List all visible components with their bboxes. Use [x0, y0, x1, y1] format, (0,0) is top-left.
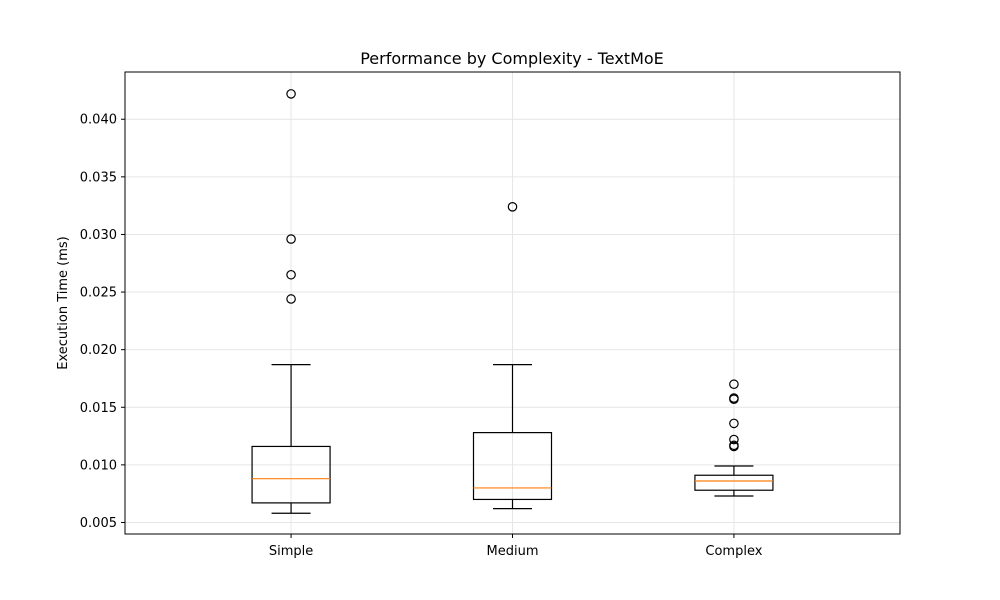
y-tick-label: 0.040: [80, 113, 117, 128]
y-tick-label: 0.015: [80, 401, 117, 416]
grid-lines: [125, 72, 900, 534]
iqr-box: [694, 474, 774, 491]
outlier-point: [729, 441, 739, 452]
outlier-point: [729, 394, 739, 405]
y-axis-label: Execution Time (ms): [56, 236, 71, 369]
outlier-point: [507, 201, 518, 212]
y-tick-label: 0.035: [80, 170, 117, 185]
y-tick-label: 0.025: [80, 286, 117, 301]
plot-frame: [124, 71, 901, 535]
y-tick-label: 0.005: [80, 516, 117, 531]
iqr-box: [251, 445, 331, 504]
chart-title: Performance by Complexity - TextMoE: [360, 49, 664, 68]
box-simple: [251, 89, 331, 514]
outlier-point: [286, 294, 296, 304]
outlier-point: [286, 269, 296, 280]
x-tick-label: Medium: [487, 544, 539, 559]
y-tick-label: 0.010: [80, 458, 117, 473]
box-medium: [472, 201, 553, 510]
x-axis: Simple Medium Complex: [269, 534, 763, 559]
outlier-point: [729, 434, 739, 445]
box-series: [251, 89, 774, 514]
outlier-point: [729, 418, 739, 429]
iqr-box: [472, 432, 553, 501]
y-tick-label: 0.030: [80, 228, 117, 243]
outlier-point: [286, 89, 296, 99]
y-tick-label: 0.020: [80, 343, 117, 358]
outlier-point: [286, 234, 296, 244]
outlier-point: [729, 379, 739, 390]
x-tick-label: Complex: [705, 544, 762, 559]
y-axis: 0.005 0.010 0.015 0.020 0.025 0.030 0.035 0.040: [80, 113, 125, 531]
x-tick-label: Simple: [269, 544, 313, 559]
box-complex: [694, 379, 774, 497]
